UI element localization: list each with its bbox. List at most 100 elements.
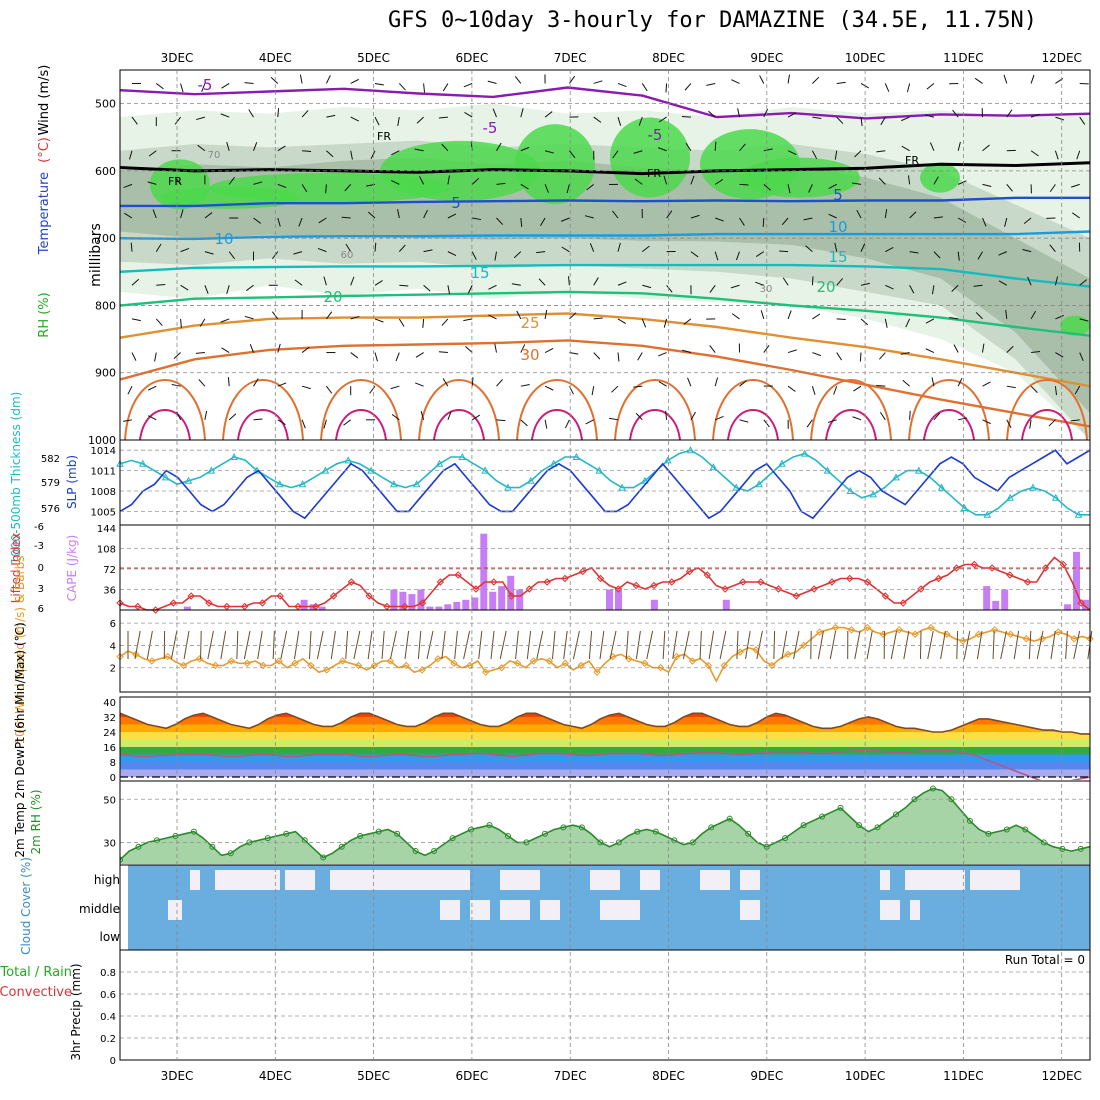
wind-barb-10m xyxy=(662,630,666,660)
rh-series-point xyxy=(120,856,123,863)
wind-barb-10m xyxy=(719,630,727,660)
wind-barb xyxy=(253,418,263,421)
wind-barb-10m xyxy=(866,630,873,660)
cloud-middle xyxy=(540,900,560,920)
isotherm-label: 20 xyxy=(816,278,835,296)
wind-barb xyxy=(488,284,497,290)
wind-barb xyxy=(496,217,504,225)
upper-ytick: 500 xyxy=(95,98,116,111)
isotherm-label: -5 xyxy=(198,76,213,94)
wind-barb xyxy=(326,385,333,394)
wind-barb-10m xyxy=(134,630,141,660)
wind-barb xyxy=(658,116,667,123)
wind-barb xyxy=(617,242,621,252)
wind-barb xyxy=(567,276,570,286)
cape-bar xyxy=(1064,604,1072,610)
wind-speed-series-point xyxy=(831,623,840,632)
isotherm-10 xyxy=(120,230,1090,241)
lifted-index-series-point xyxy=(721,585,729,593)
wind-speed-series-point xyxy=(847,626,856,634)
precip-tick: 0.4 xyxy=(100,1012,116,1023)
wind-barb xyxy=(131,116,138,125)
wind-barb xyxy=(180,318,182,328)
wind-barb xyxy=(690,411,696,421)
wind-barb xyxy=(876,385,886,387)
x-tick-top: 4DEC xyxy=(259,51,292,65)
wind-barb xyxy=(423,209,428,219)
x-tick-bottom: 3DEC xyxy=(161,1069,194,1083)
isotherm-30-cycle xyxy=(124,379,206,440)
wind-barb xyxy=(270,77,279,84)
wind-barb xyxy=(957,217,967,223)
cape-bar xyxy=(650,599,658,611)
wind-barb-10m xyxy=(781,630,788,660)
lifted-index-series-point xyxy=(365,592,373,600)
wind-barb xyxy=(131,352,137,361)
wind-barb xyxy=(666,210,673,219)
wind-barb xyxy=(391,150,400,156)
wind-barb xyxy=(853,385,862,392)
cape-bar xyxy=(183,606,191,610)
rh-series-point xyxy=(837,804,844,811)
wind-speed-series-point xyxy=(1054,628,1062,636)
wind-barb xyxy=(812,116,822,119)
wind-barb-10m xyxy=(588,630,593,660)
wind-barb xyxy=(739,143,746,152)
wind-barb xyxy=(544,150,554,154)
wind-barb xyxy=(390,385,400,390)
wind-barb-10m xyxy=(773,630,776,660)
cape-bar xyxy=(722,599,730,611)
thickness-series-point xyxy=(526,476,535,484)
lifted-index-series-point xyxy=(543,578,551,586)
isotherm-25 xyxy=(120,312,1090,388)
wind-barb xyxy=(633,150,643,154)
wind-barb xyxy=(617,116,622,126)
wind-speed-series-point xyxy=(625,655,633,663)
thickness-series-point xyxy=(869,490,878,498)
rh-series-point xyxy=(615,839,622,846)
lifted-index-series-point xyxy=(899,599,907,607)
wind-barb xyxy=(836,278,843,286)
isotherm-30-cycle xyxy=(908,379,990,440)
wind-barb xyxy=(391,414,400,421)
temp2m xyxy=(120,700,1090,780)
wind-tick: 6 xyxy=(110,619,116,630)
wind-barb xyxy=(293,251,303,255)
wind-barb xyxy=(982,144,990,152)
wind-barb xyxy=(299,74,303,84)
lifted-index-series-point xyxy=(863,578,872,586)
wind-barb xyxy=(131,318,141,322)
wind-barb xyxy=(902,379,910,387)
isotherm-0 xyxy=(120,161,1090,176)
wind-barb xyxy=(326,114,336,118)
rh-series-point xyxy=(1059,845,1066,852)
temp-band xyxy=(120,732,1090,740)
wind-barb xyxy=(520,183,529,190)
wind-barb xyxy=(325,184,327,194)
temp-band xyxy=(120,747,1090,755)
wind-speed-series-point xyxy=(784,650,792,659)
wind-speed-series-point xyxy=(163,652,172,661)
wind-barb xyxy=(148,150,157,157)
wind-barb xyxy=(253,378,259,387)
wind-barb xyxy=(1023,217,1032,225)
wind-barb xyxy=(1030,74,1035,84)
wind-barb xyxy=(1079,279,1088,286)
cloud-high xyxy=(230,870,280,890)
isotherm-35-cycle xyxy=(237,409,289,440)
wind-barb xyxy=(709,345,716,353)
wind-speed-series-point xyxy=(545,657,554,665)
wind-speed-series-point xyxy=(577,661,585,670)
wind-barb xyxy=(467,285,473,294)
wind-barb xyxy=(566,184,570,194)
wind-barb xyxy=(370,150,376,160)
wind-barb xyxy=(641,318,647,328)
wind-barb xyxy=(350,315,360,320)
lifted-index-series-point xyxy=(774,585,783,593)
wind-barb-10m xyxy=(1065,630,1068,660)
wind-barb xyxy=(812,76,820,84)
upper-ylabel-degc: (°C) xyxy=(37,137,52,163)
wind-barb xyxy=(1048,419,1056,427)
wind-barb xyxy=(496,182,506,185)
wind-barb xyxy=(1070,183,1080,188)
